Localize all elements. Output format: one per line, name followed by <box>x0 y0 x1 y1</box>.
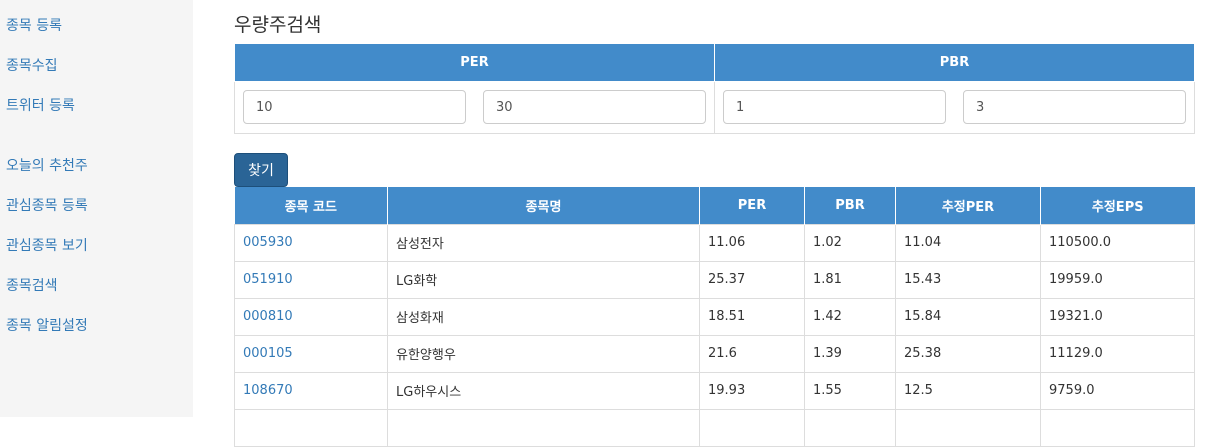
pbr-value: 1.39 <box>804 334 896 373</box>
stock-code-link[interactable]: 000105 <box>243 346 293 361</box>
stock-code-link[interactable]: 005930 <box>243 235 293 250</box>
sidebar-item-register-twitter[interactable]: 트위터 등록 <box>6 98 75 114</box>
est-per-value: 25.38 <box>895 334 1041 373</box>
stock-name: 삼성전자 <box>387 223 700 262</box>
main-content: 우량주검색 PER PBR 찾기 종목 코드 <box>234 0 1195 447</box>
sidebar-item-view-watchlist[interactable]: 관심종목 보기 <box>6 238 88 254</box>
per-range-cell <box>234 80 715 134</box>
stock-name: 삼성화재 <box>387 297 700 336</box>
table-row: 051910 LG화학 25.37 1.81 15.43 19959.0 <box>234 260 1195 299</box>
page-title: 우량주검색 <box>234 14 322 36</box>
table-row: 005930 삼성전자 11.06 1.02 11.04 110500.0 <box>234 223 1195 262</box>
column-header-code: 종목 코드 <box>234 187 388 224</box>
column-header-pbr: PBR <box>804 187 896 224</box>
stock-name: LG화학 <box>387 260 700 299</box>
sidebar-item-alert-settings[interactable]: 종목 알림설정 <box>6 318 88 334</box>
per-value: 19.93 <box>699 371 805 410</box>
results-table: 종목 코드 종목명 PER PBR 추정PER 추정EPS 005930 삼성전… <box>234 187 1195 447</box>
per-max-input[interactable] <box>483 90 706 124</box>
column-header-per: PER <box>699 187 805 224</box>
per-min-input[interactable] <box>243 90 466 124</box>
per-value: 25.37 <box>699 260 805 299</box>
sidebar-item-register-watchlist[interactable]: 관심종목 등록 <box>6 198 88 214</box>
sidebar-item-stock-search[interactable]: 종목검색 <box>6 278 58 294</box>
column-header-est-eps: 추정EPS <box>1040 187 1195 224</box>
stock-code-link[interactable]: 000810 <box>243 309 293 324</box>
sidebar-item-collect-stocks[interactable]: 종목수집 <box>6 58 58 74</box>
est-eps-value: 19959.0 <box>1040 260 1195 299</box>
sidebar: 종목 등록 종목수집 트위터 등록 오늘의 추천주 관심종목 등록 관심종목 보… <box>0 0 193 417</box>
sidebar-item-todays-picks[interactable]: 오늘의 추천주 <box>6 158 88 174</box>
est-per-value: 11.04 <box>895 223 1041 262</box>
per-header: PER <box>234 44 715 82</box>
sidebar-item-register-stock[interactable]: 종목 등록 <box>6 18 62 34</box>
pbr-value: 1.81 <box>804 260 896 299</box>
column-header-name: 종목명 <box>387 187 700 224</box>
column-header-est-per: 추정PER <box>895 187 1041 224</box>
table-row: 108670 LG하우시스 19.93 1.55 12.5 9759.0 <box>234 371 1195 410</box>
per-value: 11.06 <box>699 223 805 262</box>
table-row: 000810 삼성화재 18.51 1.42 15.84 19321.0 <box>234 297 1195 336</box>
est-eps-value: 9759.0 <box>1040 371 1195 410</box>
stock-name: 유한양행우 <box>387 334 700 373</box>
stock-name: LG하우시스 <box>387 371 700 410</box>
pbr-header: PBR <box>714 44 1195 82</box>
est-per-value: 15.84 <box>895 297 1041 336</box>
filter-table: PER PBR <box>234 44 1195 134</box>
pbr-max-input[interactable] <box>963 90 1186 124</box>
table-row: 000105 유한양행우 21.6 1.39 25.38 11129.0 <box>234 334 1195 373</box>
pbr-value: 1.55 <box>804 371 896 410</box>
pbr-value: 1.42 <box>804 297 896 336</box>
per-value: 21.6 <box>699 334 805 373</box>
stock-code-link[interactable]: 051910 <box>243 272 293 287</box>
est-eps-value: 11129.0 <box>1040 334 1195 373</box>
pbr-value: 1.02 <box>804 223 896 262</box>
per-value: 18.51 <box>699 297 805 336</box>
table-row <box>234 408 1195 447</box>
est-per-value: 15.43 <box>895 260 1041 299</box>
find-button[interactable]: 찾기 <box>234 153 288 187</box>
est-eps-value: 110500.0 <box>1040 223 1195 262</box>
est-per-value: 12.5 <box>895 371 1041 410</box>
stock-code-link[interactable]: 108670 <box>243 383 293 398</box>
pbr-range-cell <box>714 80 1195 134</box>
est-eps-value: 19321.0 <box>1040 297 1195 336</box>
pbr-min-input[interactable] <box>723 90 946 124</box>
